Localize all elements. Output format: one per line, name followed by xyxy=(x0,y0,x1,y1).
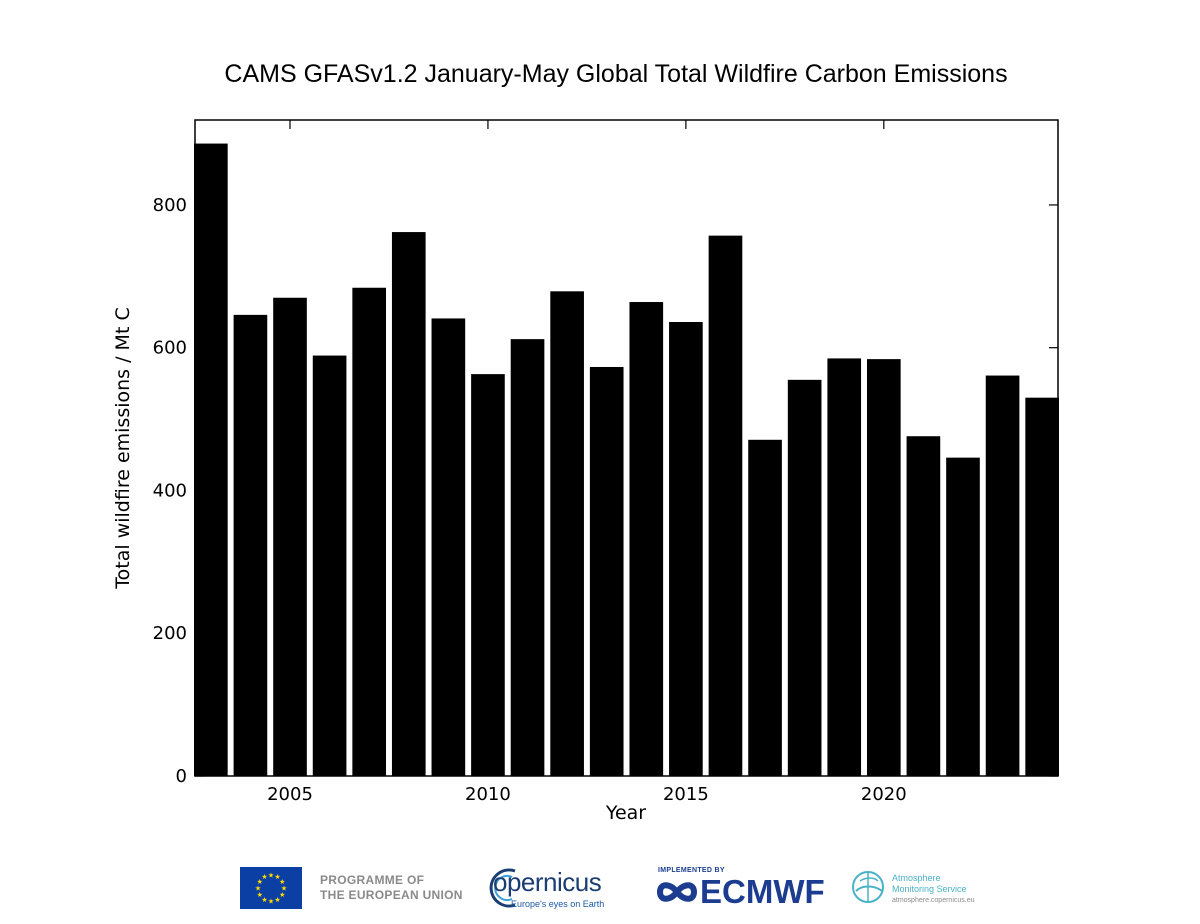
cams-name: Atmosphere Monitoring Service xyxy=(892,873,967,895)
eu-star-icon: ★ xyxy=(279,891,285,899)
eu-star-icon: ★ xyxy=(261,873,267,881)
copernicus-tagline: Europe's eyes on Earth xyxy=(511,899,605,909)
eu-programme-text: PROGRAMME OF THE EUROPEAN UNION xyxy=(320,873,463,903)
y-tick-label-200: 200 xyxy=(153,623,187,644)
bar-2013 xyxy=(589,366,624,776)
x-tick-label-2005: 2005 xyxy=(267,784,313,805)
y-tick-label-0: 0 xyxy=(176,766,187,787)
eu-star-icon: ★ xyxy=(268,898,274,906)
eu-star-icon: ★ xyxy=(255,885,261,893)
x-tick-label-2020: 2020 xyxy=(861,784,907,805)
bar-2017 xyxy=(748,439,782,776)
bar-2024 xyxy=(1025,397,1059,776)
eu-flag-icon: ★ ★ ★ ★ ★ ★ ★ ★ ★ ★ ★ ★ xyxy=(240,867,302,909)
chart-title: CAMS GFASv1.2 January-May Global Total W… xyxy=(224,60,1007,88)
bar-2021 xyxy=(906,436,941,776)
bar-2020 xyxy=(866,359,901,776)
x-tick-label-2010: 2010 xyxy=(465,784,511,805)
bars-group xyxy=(194,143,1059,777)
eu-star-icon: ★ xyxy=(261,896,267,904)
eu-star-icon: ★ xyxy=(274,896,280,904)
bar-chart: CAMS GFASv1.2 January-May Global Total W… xyxy=(112,60,1059,824)
bar-2005 xyxy=(273,297,307,776)
bar-2009 xyxy=(431,318,466,776)
y-tick-label-600: 600 xyxy=(153,338,187,359)
ecmwf-swirl-icon xyxy=(656,882,698,902)
bar-2008 xyxy=(391,232,426,776)
copernicus-logo: opernicus Europe's eyes on Earth xyxy=(485,863,615,918)
cams-globe-icon xyxy=(852,871,884,903)
x-axis: 2005 2010 2015 2020 xyxy=(267,120,907,805)
ecmwf-wordmark: ECMWF xyxy=(700,873,825,910)
bar-2023 xyxy=(985,375,1020,776)
cams-url: atmosphere.copernicus.eu xyxy=(892,897,975,904)
copernicus-word: opernicus xyxy=(493,867,602,897)
plot-frame xyxy=(194,119,1059,777)
bar-2022 xyxy=(946,457,980,776)
bar-2011 xyxy=(510,339,545,776)
y-axis: 0 200 400 600 800 xyxy=(153,195,1058,787)
bar-2003 xyxy=(194,143,228,777)
bar-2019 xyxy=(827,358,862,776)
footer-logos: ★ ★ ★ ★ ★ ★ ★ ★ ★ ★ ★ ★ PROGRAMME OF THE EUROPEAN U… xyxy=(0,855,1200,924)
cams-line-2: Monitoring Service xyxy=(892,884,967,894)
eu-star-icon: ★ xyxy=(274,873,280,881)
bar-2006 xyxy=(312,355,347,776)
bar-2004 xyxy=(233,314,268,776)
bar-2018 xyxy=(787,379,822,776)
eu-line-2: THE EUROPEAN UNION xyxy=(320,888,463,902)
bar-2016 xyxy=(708,235,743,776)
y-tick-label-400: 400 xyxy=(153,480,187,501)
bar-2015 xyxy=(669,322,703,776)
y-axis-label: Total wildfire emissions / Mt C xyxy=(112,307,134,589)
x-axis-label: Year xyxy=(605,802,646,824)
eu-star-icon: ★ xyxy=(281,885,287,893)
eu-star-icon: ★ xyxy=(279,878,285,886)
cams-line-1: Atmosphere xyxy=(892,873,941,883)
bar-2014 xyxy=(629,302,664,776)
eu-star-icon: ★ xyxy=(257,891,263,899)
bar-2010 xyxy=(471,374,505,776)
bar-2012 xyxy=(550,291,584,776)
copernicus-arc-icon xyxy=(489,868,516,908)
bar-2007 xyxy=(352,287,387,776)
ecmwf-implemented-by: IMPLEMENTED BY xyxy=(658,867,725,874)
y-tick-label-800: 800 xyxy=(153,195,187,216)
eu-star-icon: ★ xyxy=(257,878,263,886)
eu-star-icon: ★ xyxy=(268,872,274,880)
x-tick-label-2015: 2015 xyxy=(663,784,709,805)
eu-line-1: PROGRAMME OF xyxy=(320,873,425,887)
